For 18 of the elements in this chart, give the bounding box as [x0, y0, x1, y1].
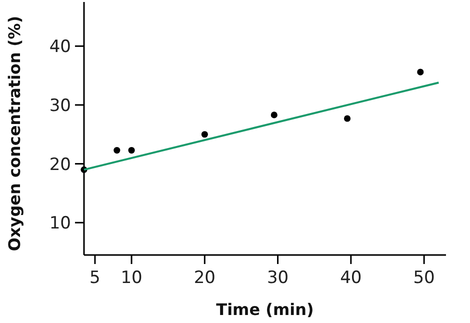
point [270, 112, 278, 118]
y-axis-title: Oxygen concentration (%) [5, 16, 24, 252]
point [128, 146, 135, 154]
point [344, 115, 351, 122]
point [417, 68, 424, 76]
y-tick-label: 30 [49, 96, 71, 116]
point [201, 131, 208, 138]
point [114, 146, 120, 154]
x-tick-label: 30 [266, 268, 289, 288]
y-tick-label: 40 [49, 37, 71, 58]
x-tick-label: 40 [340, 268, 362, 288]
x-tick-label: 20 [194, 268, 216, 288]
x-tick-label: 5 [90, 268, 100, 288]
y-tick-label: 20 [49, 154, 71, 175]
x-axis-title: Time (min) [216, 300, 314, 319]
y-tick-label: 10 [49, 214, 71, 234]
x-tick-label: 10 [120, 268, 142, 288]
x-tick-label: 50 [413, 268, 435, 288]
